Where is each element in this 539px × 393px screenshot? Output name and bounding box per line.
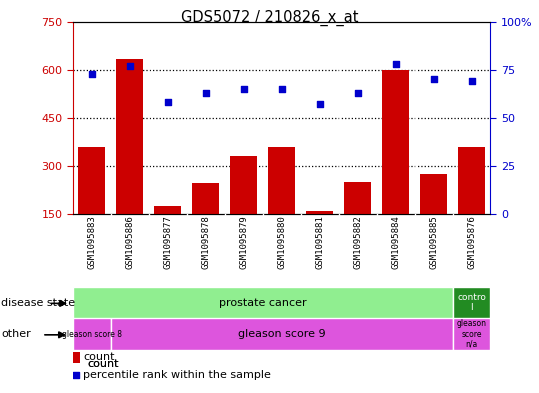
Point — [391, 61, 400, 67]
Bar — [453, 287, 490, 318]
Text: prostate cancer: prostate cancer — [219, 298, 307, 308]
Point — [126, 63, 134, 69]
Point — [239, 86, 248, 92]
Text: percentile rank within the sample: percentile rank within the sample — [84, 370, 271, 380]
Text: gleason
score
n/a: gleason score n/a — [457, 319, 487, 349]
Bar — [458, 147, 485, 214]
Point — [277, 86, 286, 92]
Point — [429, 76, 438, 83]
Bar — [453, 318, 490, 350]
Bar — [192, 183, 219, 214]
Point — [202, 90, 210, 96]
Point — [72, 372, 81, 378]
Point — [163, 99, 172, 106]
Bar — [382, 70, 409, 214]
Point — [87, 70, 96, 77]
Bar — [306, 211, 333, 214]
Bar — [110, 318, 453, 350]
Text: count: count — [88, 358, 119, 369]
Bar — [154, 206, 181, 214]
Text: disease state: disease state — [1, 298, 75, 308]
Text: count: count — [88, 358, 119, 369]
Bar — [79, 147, 105, 214]
Bar — [73, 318, 110, 350]
Text: count: count — [84, 353, 115, 362]
Text: other: other — [1, 329, 31, 339]
Point — [353, 90, 362, 96]
Text: gleason score 8: gleason score 8 — [62, 330, 122, 338]
Text: GDS5072 / 210826_x_at: GDS5072 / 210826_x_at — [181, 10, 358, 26]
Bar — [73, 352, 80, 363]
Bar — [116, 59, 143, 214]
Bar — [344, 182, 371, 214]
Point — [315, 101, 324, 108]
Point — [467, 78, 476, 84]
Text: contro
l: contro l — [457, 293, 486, 312]
Text: gleason score 9: gleason score 9 — [238, 329, 326, 339]
Bar — [420, 174, 447, 214]
Bar — [268, 147, 295, 214]
Bar — [230, 156, 257, 214]
